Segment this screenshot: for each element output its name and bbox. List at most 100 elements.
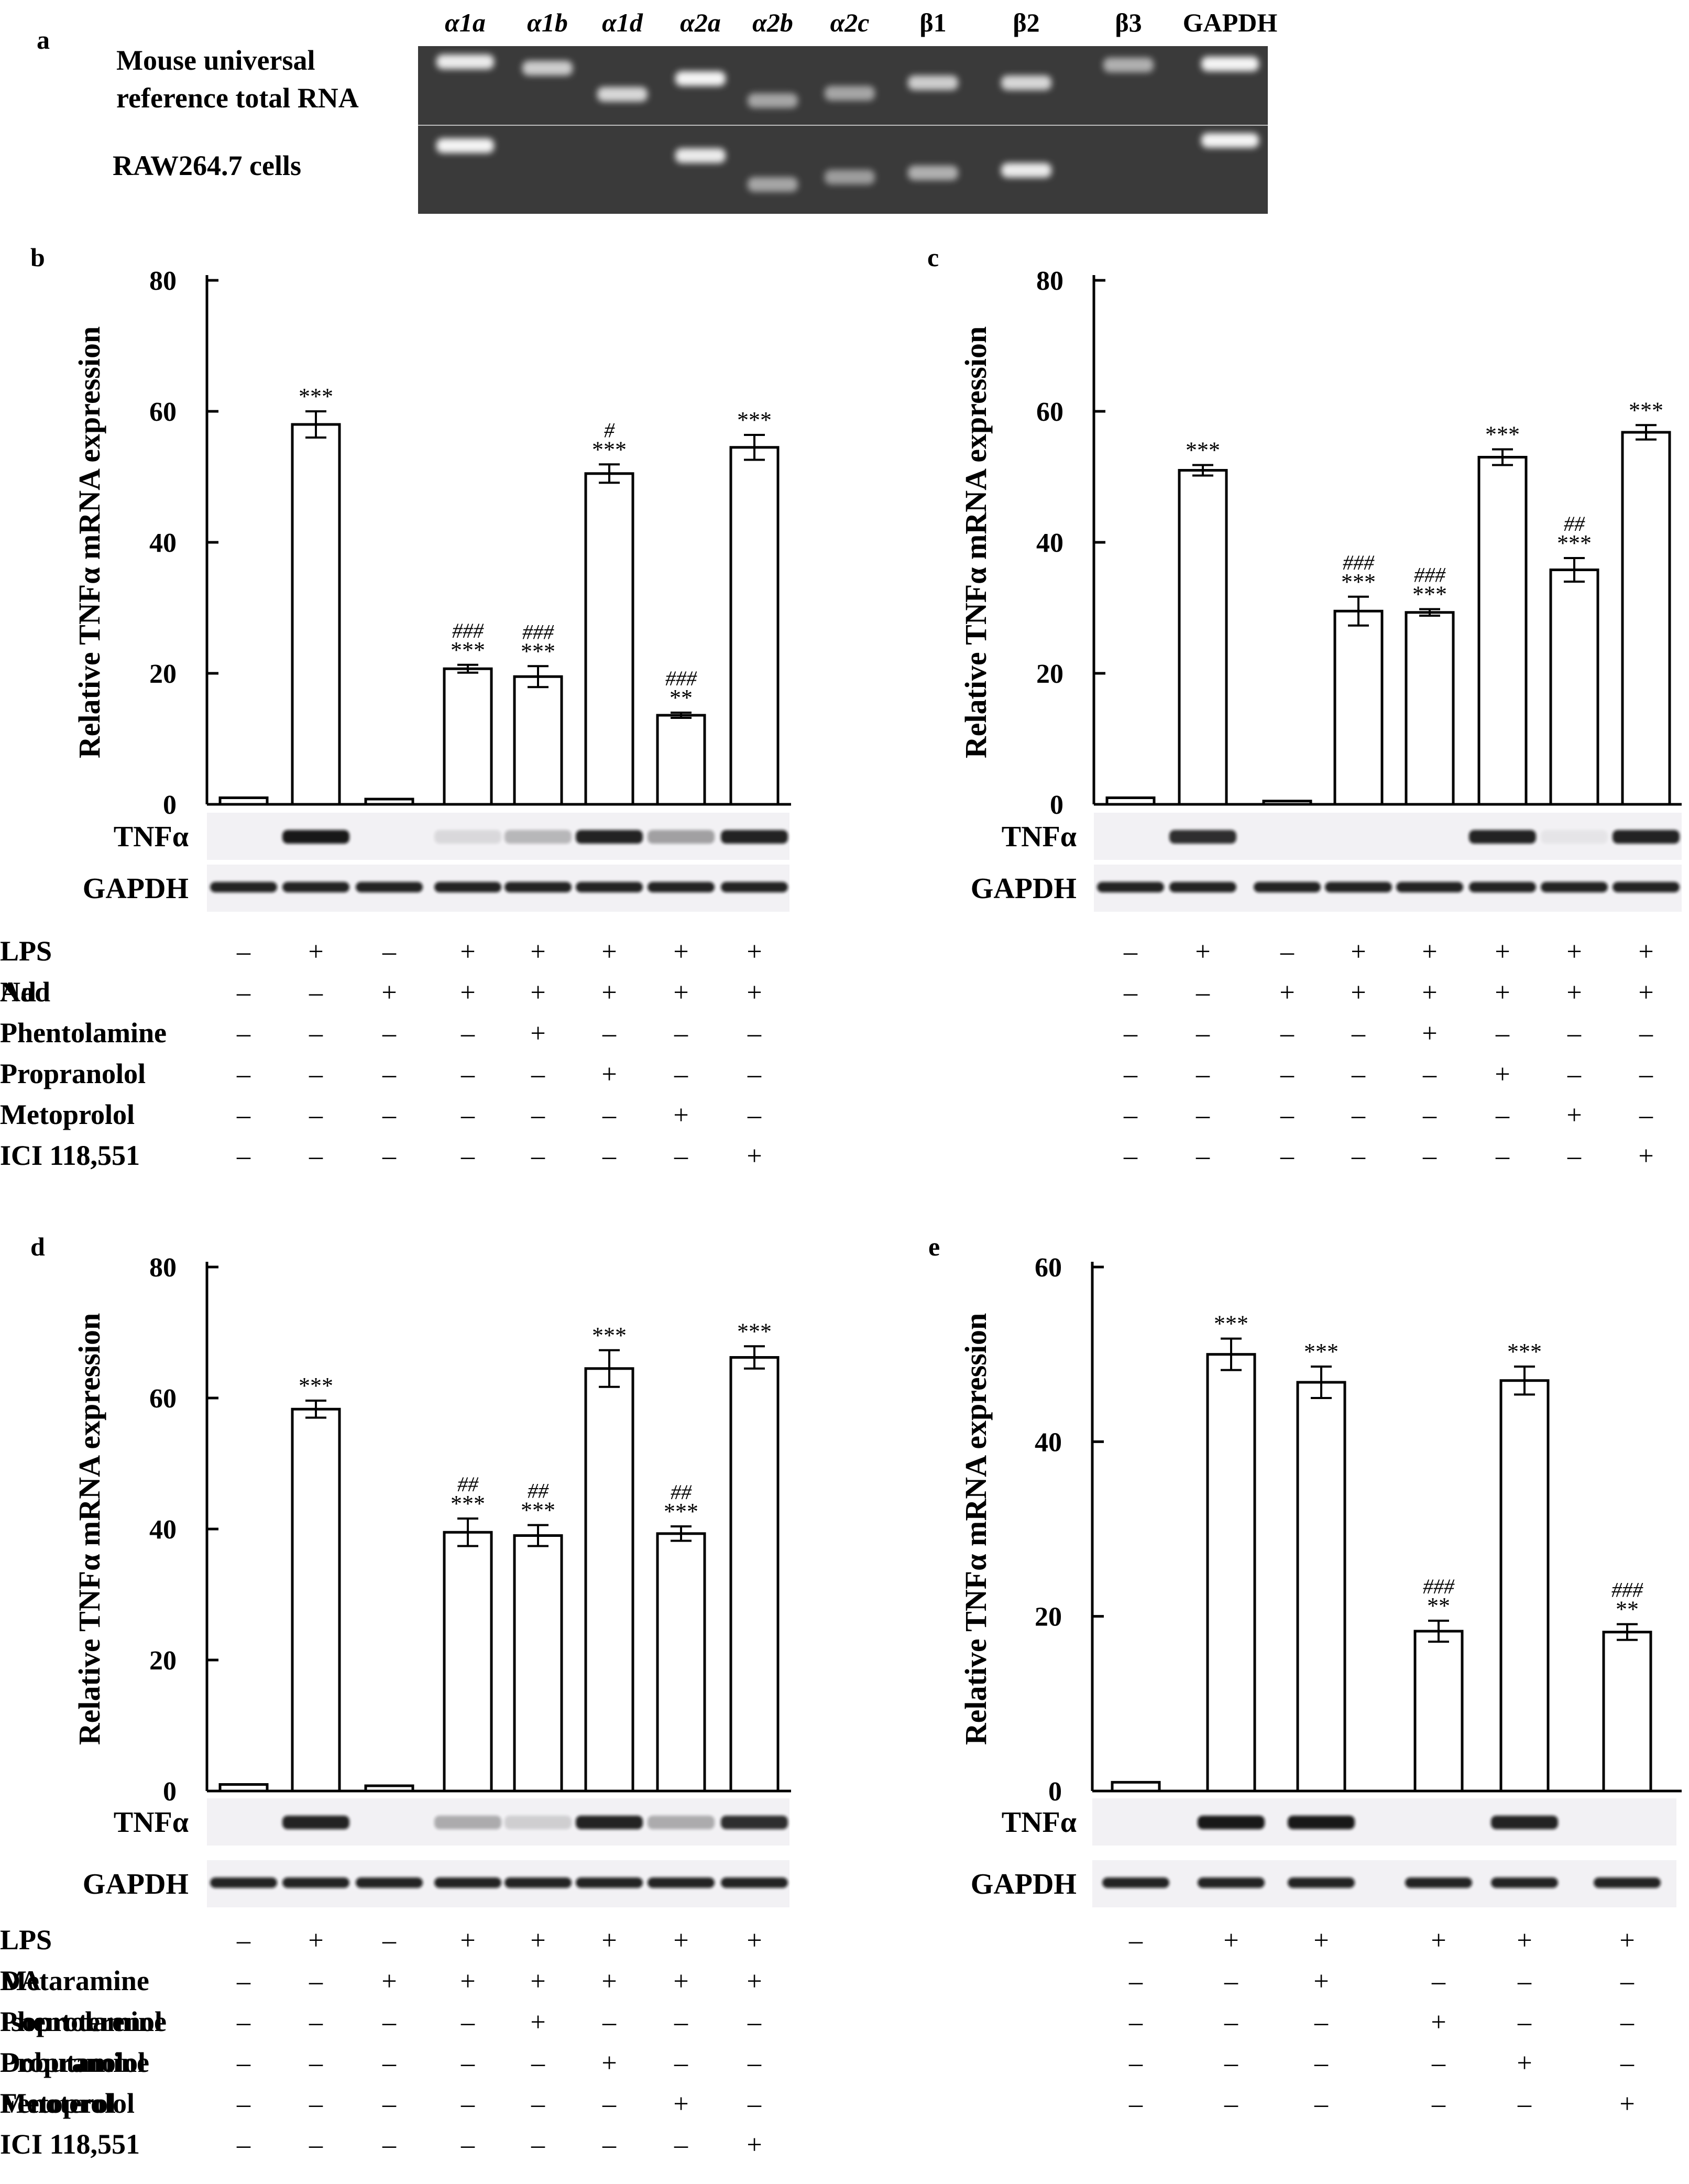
- blot-label: GAPDH: [83, 872, 189, 905]
- y-tick-label: 0: [1048, 1777, 1062, 1807]
- treatment-sign: –: [602, 2130, 617, 2160]
- treatment-sign: –: [309, 2130, 323, 2160]
- treatment-sign: –: [1495, 1100, 1510, 1130]
- significance-star: **: [1616, 1597, 1639, 1622]
- treatment-sign: +: [530, 978, 545, 1008]
- bar: [443, 1531, 493, 1793]
- panel-label: c: [927, 243, 939, 272]
- bar: [1405, 611, 1455, 806]
- treatment-sign: +: [747, 2130, 762, 2160]
- bar: [1499, 1379, 1550, 1793]
- treatment-sign: –: [1431, 1967, 1446, 1996]
- blot-band: [210, 1877, 277, 1888]
- significance-hash: #: [604, 418, 615, 442]
- treatment-sign: –: [1224, 2089, 1238, 2119]
- significance-star: **: [670, 685, 693, 711]
- blot-band: [1594, 1877, 1661, 1888]
- gel-band: [1001, 75, 1051, 90]
- significance-star: ***: [451, 1491, 485, 1516]
- treatment-sign: –: [1128, 2048, 1143, 2078]
- blot-band: [356, 882, 423, 892]
- treatment-sign: –: [747, 2089, 762, 2119]
- gel-row-label: Mouse universal: [116, 45, 315, 76]
- treatment-sign: –: [747, 2007, 762, 2037]
- gel-lane-label: α2a: [680, 8, 721, 37]
- blot-band: [721, 830, 788, 844]
- bar: [1111, 1781, 1161, 1793]
- blot-strip: [1092, 1798, 1676, 1846]
- y-tick-label: 80: [1036, 266, 1063, 296]
- treatment-sign: +: [308, 1926, 323, 1956]
- treatment-sign: –: [674, 2130, 688, 2160]
- blot-band: [434, 830, 501, 844]
- bar: [291, 423, 341, 806]
- blot-band: [1169, 882, 1236, 892]
- gel-band: [908, 75, 958, 90]
- treatment-label: LPS: [0, 935, 52, 967]
- bar: [513, 675, 563, 806]
- gel-lane-label: α1a: [445, 8, 486, 37]
- treatment-label: ICI 118,551: [0, 1140, 140, 1171]
- treatment-sign: –: [747, 1100, 762, 1130]
- blot-band: [434, 882, 501, 892]
- blot-band: [576, 882, 643, 892]
- treatment-sign: +: [601, 2048, 617, 2078]
- treatment-sign: +: [1495, 937, 1510, 967]
- significance-star: ***: [1341, 569, 1376, 595]
- gel-lane-label: β2: [1013, 8, 1039, 37]
- treatment-sign: –: [236, 1019, 251, 1049]
- panel-d: d 0 20 40 60 80 Relative TNFα mRNA expression *…: [0, 1232, 791, 2160]
- significance-star: ***: [737, 1318, 772, 1344]
- treatment-sign: +: [1638, 937, 1653, 967]
- y-tick-label: 80: [149, 266, 177, 296]
- blot-band: [648, 830, 715, 844]
- blot-band: [434, 1816, 501, 1829]
- treatment-sign: –: [1639, 1019, 1653, 1049]
- y-tick-label: 0: [1050, 790, 1063, 820]
- significance-star: ***: [1304, 1339, 1339, 1364]
- treatment-sign: –: [1639, 1100, 1653, 1130]
- treatment-label: Metoprolol: [0, 1099, 135, 1130]
- blot-label: TNFα: [1002, 1806, 1077, 1839]
- blot-band: [1396, 882, 1463, 892]
- treatment-sign: –: [382, 1100, 397, 1130]
- treatment-sign: –: [236, 1926, 251, 1956]
- treatment-sign: –: [531, 2130, 545, 2160]
- bar: [218, 1783, 269, 1793]
- treatment-sign: –: [309, 1100, 323, 1130]
- treatment-sign: –: [1196, 978, 1210, 1008]
- blot-band: [504, 1816, 572, 1829]
- treatment-sign: –: [674, 2007, 688, 2037]
- treatment-sign: +: [1517, 1926, 1532, 1956]
- bar: [1262, 800, 1312, 806]
- significance-star: ***: [299, 384, 333, 409]
- treatment-sign: +: [747, 1141, 762, 1171]
- treatment-sign: –: [1431, 2048, 1446, 2078]
- treatment-sign: +: [1517, 2048, 1532, 2078]
- significance-hash: ##: [457, 1472, 479, 1496]
- blot-band: [1288, 1816, 1355, 1829]
- bar: [1178, 469, 1228, 806]
- treatment-sign: –: [236, 2007, 251, 2037]
- gel-lane-label: α2c: [830, 8, 870, 37]
- treatment-sign: –: [1196, 1141, 1210, 1171]
- y-tick-label: 20: [149, 1646, 177, 1676]
- y-tick-label: 40: [149, 1515, 177, 1545]
- panel-label: a: [37, 25, 50, 54]
- blot-band: [1198, 1816, 1265, 1829]
- treatment-sign: –: [1128, 1926, 1143, 1956]
- treatment-sign: +: [1619, 2089, 1635, 2119]
- treatment-sign: –: [674, 1060, 688, 1089]
- blot-band: [504, 882, 572, 892]
- treatment-sign: –: [747, 1019, 762, 1049]
- treatment-sign: –: [1128, 1967, 1143, 1996]
- blot-band: [576, 1816, 643, 1829]
- y-tick-label: 40: [1035, 1427, 1062, 1457]
- treatment-sign: –: [382, 2048, 397, 2078]
- y-tick-label: 60: [1036, 397, 1063, 427]
- treatment-sign: –: [1620, 1967, 1635, 1996]
- treatment-sign: –: [602, 1141, 617, 1171]
- y-tick-label: 80: [149, 1253, 177, 1283]
- blot-band: [721, 1816, 788, 1829]
- blot-label: TNFα: [1002, 821, 1077, 853]
